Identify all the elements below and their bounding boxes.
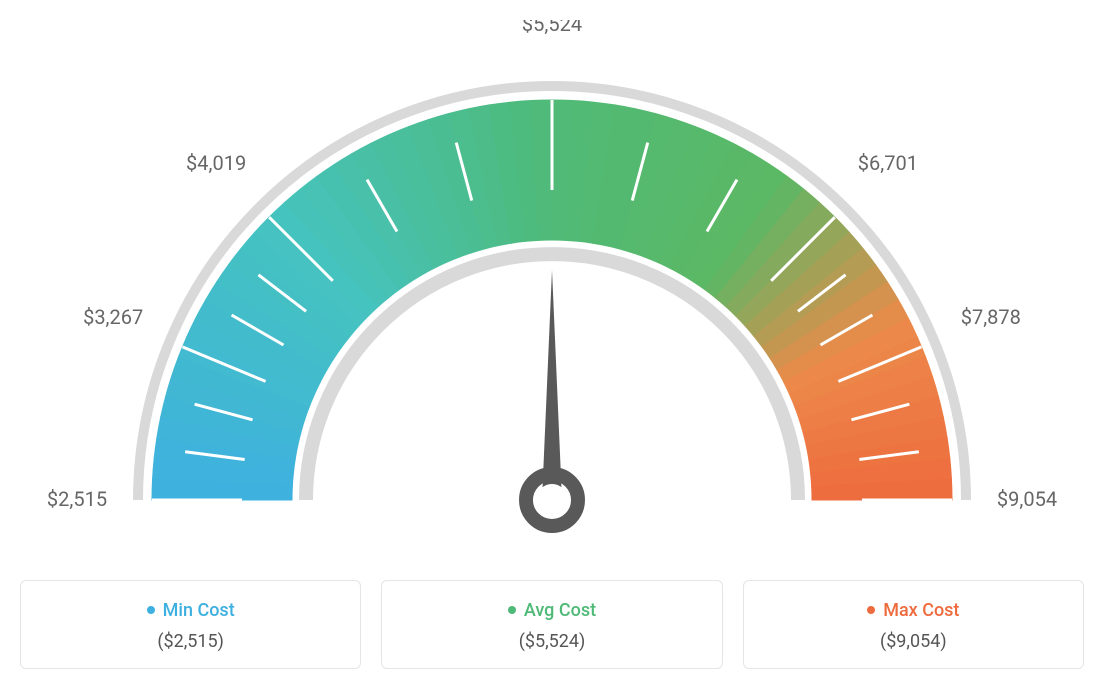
gauge-needle bbox=[526, 270, 578, 526]
legend-avg-value: ($5,524) bbox=[392, 631, 711, 652]
gauge-chart: $2,515 $3,267 $4,019 $5,524 $6,701 $7,878 $9,0… bbox=[20, 20, 1084, 560]
legend-max-label: Max Cost bbox=[883, 600, 959, 621]
legend-avg-label: Avg Cost bbox=[524, 600, 596, 621]
legend-max-box: Max Cost ($9,054) bbox=[743, 580, 1084, 669]
legend-min-value: ($2,515) bbox=[31, 631, 350, 652]
legend-avg-title: Avg Cost bbox=[508, 600, 596, 621]
legend-max-value: ($9,054) bbox=[754, 631, 1073, 652]
gauge-scale-label: $9,054 bbox=[997, 487, 1057, 511]
gauge-svg: $2,515 $3,267 $4,019 $5,524 $6,701 $7,878 $9,0… bbox=[20, 20, 1084, 560]
legend-min-title: Min Cost bbox=[147, 600, 235, 621]
legend-min-label: Min Cost bbox=[163, 600, 235, 621]
legend-avg-box: Avg Cost ($5,524) bbox=[381, 580, 722, 669]
gauge-scale-label: $3,267 bbox=[83, 305, 143, 329]
gauge-scale-label: $7,878 bbox=[961, 305, 1021, 329]
legend-min-box: Min Cost ($2,515) bbox=[20, 580, 361, 669]
gauge-scale-label: $4,019 bbox=[186, 151, 246, 175]
gauge-scale-label: $6,701 bbox=[858, 151, 918, 175]
legend-max-title: Max Cost bbox=[867, 600, 959, 621]
gauge-scale-label: $5,524 bbox=[522, 20, 582, 36]
legend-row: Min Cost ($2,515) Avg Cost ($5,524) Max … bbox=[20, 580, 1084, 669]
gauge-scale-label: $2,515 bbox=[47, 487, 107, 511]
